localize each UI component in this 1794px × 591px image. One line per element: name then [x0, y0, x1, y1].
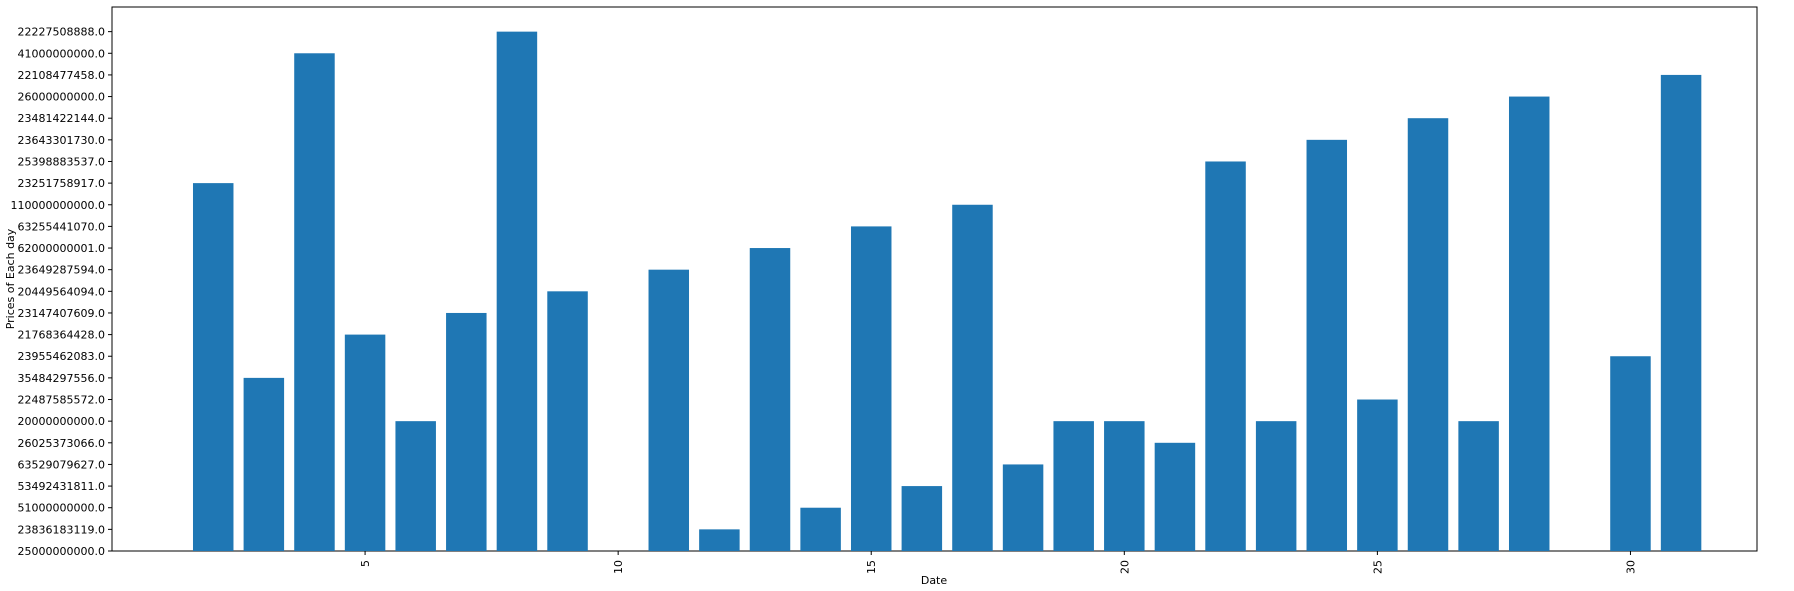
y-axis-label: Prices of Each day — [4, 228, 17, 329]
y-tick-label: 26025373066.0 — [18, 437, 105, 450]
bar-day-6 — [395, 421, 436, 551]
x-tick-label: 5 — [359, 560, 372, 567]
x-axis-label: Date — [921, 574, 948, 587]
y-tick-label: 23649287594.0 — [18, 264, 105, 277]
bar-day-7 — [446, 312, 487, 551]
x-tick-label: 30 — [1624, 560, 1637, 574]
bar-day-14 — [800, 507, 841, 551]
y-tick-label: 21768364428.0 — [18, 329, 105, 342]
bar-day-16 — [901, 486, 943, 551]
bar-day-20 — [1104, 421, 1145, 551]
bar-day-18 — [1002, 464, 1044, 551]
y-tick-label: 22108477458.0 — [18, 69, 105, 82]
bar-day-3 — [243, 377, 285, 551]
bar-day-13 — [749, 248, 791, 552]
bar-day-5 — [344, 334, 386, 551]
y-axis: 25000000000.0 23836183119.0 51000000000.0 5… — [11, 26, 112, 558]
bar-day-31 — [1660, 74, 1702, 552]
y-tick-label: 41000000000.0 — [18, 47, 105, 60]
bar-day-11 — [648, 269, 690, 551]
y-tick-label: 51000000000.0 — [18, 502, 105, 515]
bar-day-22 — [1205, 161, 1246, 552]
y-tick-label: 35484297556.0 — [18, 372, 105, 385]
y-tick-label: 23251758917.0 — [18, 177, 105, 190]
y-tick-label: 25398883537.0 — [18, 155, 105, 168]
y-tick-label: 63255441070.0 — [18, 220, 105, 233]
x-tick-label: 15 — [865, 560, 878, 574]
y-tick-label: 23481422144.0 — [18, 112, 105, 125]
x-axis: 5 10 15 20 25 30 — [359, 551, 1637, 574]
bar-day-26 — [1407, 118, 1449, 551]
bar-day-27 — [1458, 421, 1499, 551]
bar-day-12 — [699, 529, 740, 551]
y-tick-label: 22227508888.0 — [18, 26, 105, 39]
bar-day-28 — [1508, 96, 1550, 551]
y-tick-label: 23955462083.0 — [18, 350, 105, 363]
y-tick-label: 20000000000.0 — [18, 415, 105, 428]
bar-day-17 — [952, 204, 993, 551]
bar-day-2 — [192, 183, 234, 551]
y-tick-label: 62000000001.0 — [18, 242, 105, 255]
bar-day-30 — [1610, 356, 1651, 551]
bar-day-8 — [496, 31, 538, 551]
x-tick-label: 25 — [1371, 560, 1384, 574]
y-tick-label: 110000000000.0 — [11, 199, 105, 212]
bar-day-15 — [850, 226, 892, 551]
bar-day-25 — [1357, 399, 1398, 551]
x-tick-label: 20 — [1118, 560, 1131, 574]
bar-day-9 — [547, 291, 588, 551]
y-tick-label: 23147407609.0 — [18, 307, 105, 320]
y-tick-label: 20449564094.0 — [18, 285, 105, 298]
bar-day-21 — [1154, 442, 1196, 551]
bar-day-23 — [1255, 421, 1297, 551]
y-tick-label: 53492431811.0 — [18, 480, 105, 493]
bar-day-24 — [1306, 139, 1348, 551]
y-tick-label: 26000000000.0 — [18, 91, 105, 104]
y-tick-label: 63529079627.0 — [18, 458, 105, 471]
x-tick-label: 10 — [612, 560, 625, 574]
y-tick-label: 23643301730.0 — [18, 134, 105, 147]
bars-group — [192, 31, 1702, 552]
bar-day-19 — [1053, 421, 1094, 551]
y-tick-label: 23836183119.0 — [18, 523, 105, 536]
bar-day-4 — [294, 53, 335, 551]
y-tick-label: 25000000000.0 — [18, 545, 105, 558]
y-tick-label: 22487585572.0 — [18, 394, 105, 407]
